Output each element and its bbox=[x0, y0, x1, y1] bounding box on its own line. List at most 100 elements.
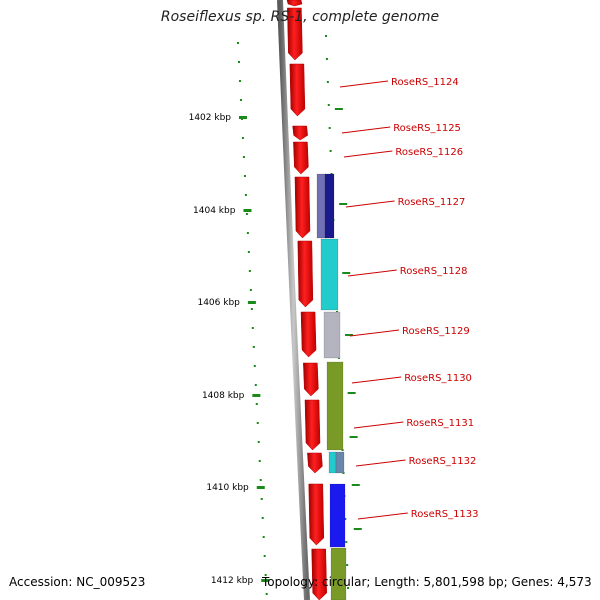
scale-dot bbox=[263, 555, 266, 557]
scale-dot bbox=[262, 536, 265, 538]
feature-marker bbox=[351, 484, 360, 486]
scale-dot bbox=[258, 460, 261, 462]
scale-dot bbox=[251, 327, 254, 329]
backbone-line bbox=[277, 0, 310, 600]
scale-dot bbox=[265, 593, 268, 595]
scale-tick bbox=[247, 301, 256, 304]
scale-dot bbox=[260, 498, 263, 500]
scale-label: 1406 kbp bbox=[197, 298, 240, 308]
scale-dot bbox=[247, 251, 250, 253]
scale-dot bbox=[244, 194, 247, 196]
forward-gene-arrow bbox=[304, 399, 321, 451]
scale-dot bbox=[237, 42, 239, 44]
track-dot bbox=[326, 81, 329, 83]
scale-dot bbox=[243, 175, 246, 177]
feature-marker bbox=[342, 272, 351, 274]
gene-label-leader bbox=[345, 200, 395, 208]
feature-block bbox=[326, 361, 344, 451]
feature-block bbox=[335, 451, 345, 474]
gene-label: RoseRS_1127 bbox=[398, 197, 466, 208]
feature-marker bbox=[345, 334, 354, 336]
scale-label: 1408 kbp bbox=[202, 391, 245, 401]
gene-label-leader bbox=[343, 150, 393, 158]
gene-label: RoseRS_1133 bbox=[411, 509, 479, 520]
track-dot bbox=[329, 150, 332, 152]
gene-label: RoseRS_1132 bbox=[409, 456, 477, 467]
scale-dot bbox=[255, 403, 258, 405]
gene-label-leader bbox=[341, 126, 391, 134]
scale-tick bbox=[261, 579, 270, 582]
feature-marker bbox=[349, 436, 358, 438]
track-dot bbox=[327, 104, 330, 106]
gene-label-leader bbox=[357, 512, 408, 520]
scale-label: 1402 kbp bbox=[189, 113, 232, 123]
feature-block bbox=[316, 173, 327, 239]
scale-label: 1410 kbp bbox=[206, 483, 249, 493]
scale-tick bbox=[243, 209, 252, 212]
gene-label-leader bbox=[355, 459, 406, 467]
scale-dot bbox=[241, 137, 244, 139]
scale-dot bbox=[249, 289, 252, 291]
gene-label-leader bbox=[339, 80, 389, 88]
track-dot bbox=[328, 127, 331, 129]
track-dot bbox=[344, 518, 347, 520]
feature-block bbox=[328, 451, 337, 474]
scale-dot bbox=[238, 80, 241, 82]
scale-dot bbox=[245, 213, 248, 215]
scale-dot bbox=[257, 441, 260, 443]
gene-labels: RoseRS_1124 RoseRS_1125 RoseRS_1126 RoseRS_… bbox=[339, 77, 479, 520]
scale-label: 1404 kbp bbox=[193, 206, 236, 216]
genome-backbone bbox=[277, 0, 310, 600]
feature-block bbox=[330, 547, 347, 600]
gene-label-leader bbox=[349, 329, 400, 337]
scale-dot bbox=[239, 99, 242, 101]
gene-label: RoseRS_1128 bbox=[400, 266, 468, 277]
forward-gene-arrow bbox=[308, 483, 325, 546]
scale-dot bbox=[252, 346, 255, 348]
feature-block bbox=[329, 483, 346, 548]
scale-dot bbox=[248, 270, 251, 272]
forward-gene-arrow bbox=[303, 362, 319, 397]
scale-tick bbox=[239, 116, 247, 119]
gene-label: RoseRS_1131 bbox=[406, 418, 474, 429]
scale-dot bbox=[237, 61, 240, 63]
scale-dot bbox=[242, 156, 245, 158]
gene-label: RoseRS_1124 bbox=[391, 77, 459, 88]
genome-info-text: Topology: circular; Length: 5,801,598 bp… bbox=[262, 575, 592, 589]
feature-marker bbox=[347, 392, 356, 394]
forward-gene-arrow bbox=[311, 548, 327, 600]
accession-text: Accession: NC_009523 bbox=[9, 575, 146, 589]
feature-block bbox=[320, 238, 339, 311]
scale-dot bbox=[256, 422, 259, 424]
track-dot bbox=[347, 587, 350, 589]
scale-dot bbox=[254, 384, 257, 386]
gene-label: RoseRS_1129 bbox=[402, 326, 470, 337]
feature-block bbox=[324, 173, 335, 239]
scale-tick bbox=[252, 394, 261, 397]
track-dot bbox=[325, 35, 327, 37]
forward-gene-arrow bbox=[294, 176, 311, 239]
scale-dot bbox=[259, 479, 262, 481]
scale-dot bbox=[253, 365, 256, 367]
gene-label-leader bbox=[347, 269, 397, 277]
forward-gene-arrow bbox=[286, 0, 303, 7]
scale-dot bbox=[246, 232, 249, 234]
forward-gene-arrow bbox=[307, 452, 323, 474]
gene-label: RoseRS_1125 bbox=[393, 123, 461, 134]
gene-label-leader bbox=[353, 421, 404, 429]
map-title: Roseiflexus sp. RS-1, complete genome bbox=[160, 9, 440, 25]
track-dot bbox=[346, 564, 349, 566]
scale-dot bbox=[250, 308, 253, 310]
feature-marker bbox=[339, 203, 348, 205]
feature-block bbox=[323, 311, 341, 359]
forward-gene-arrow bbox=[289, 63, 306, 117]
scale-dot bbox=[264, 574, 267, 576]
forward-gene-arrow bbox=[293, 141, 309, 175]
forward-gene-arrow bbox=[287, 7, 303, 61]
feature-marker bbox=[334, 108, 343, 110]
track-dot bbox=[345, 541, 348, 543]
gene-label: RoseRS_1126 bbox=[395, 147, 463, 158]
scale-ruler: 1402 kbp 1404 kbp 1406 kbp 1408 kbp 1410 kbp… bbox=[189, 113, 270, 586]
track-dot bbox=[325, 58, 328, 60]
